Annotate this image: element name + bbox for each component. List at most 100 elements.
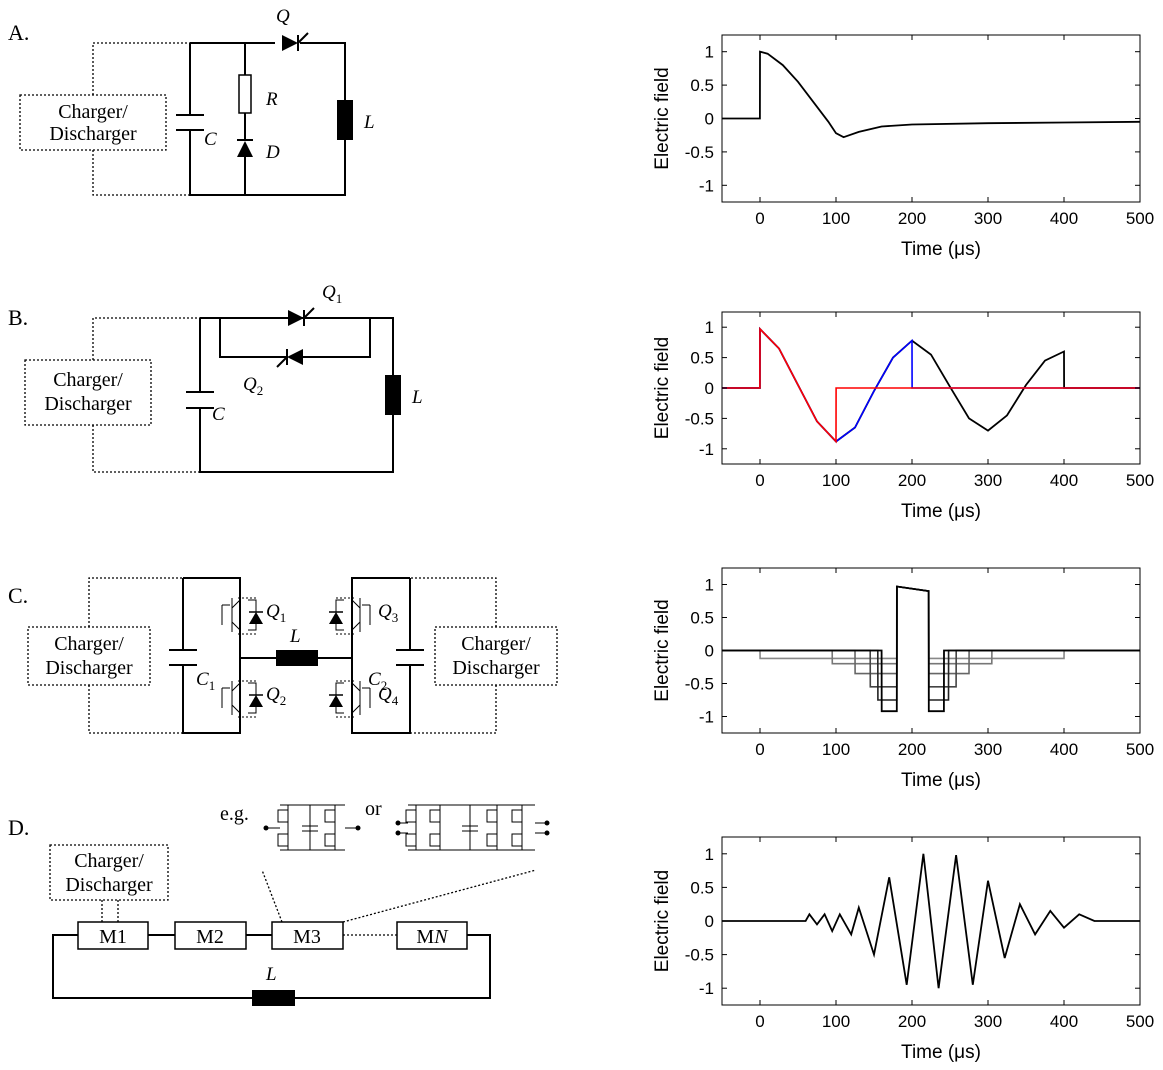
y-axis-label: Electric field [652,870,673,972]
y-tick-label: -1 [699,440,714,459]
inductor-label-d: L [265,964,277,985]
q1-label-b: Q1 [322,282,342,306]
module-mn [396,921,468,950]
x-tick-label: 500 [1126,740,1154,759]
plot-3-series-2 [722,585,1140,665]
inductor-label-c: L [289,626,301,647]
x-tick-label: 300 [974,209,1002,228]
y-tick-label: 1 [705,845,714,864]
half-bridge-inset [263,804,361,851]
charger-box-d [49,844,169,901]
x-tick-label: 200 [898,471,926,490]
full-bridge-inset [395,804,550,851]
x-tick-label: 400 [1050,471,1078,490]
capacitor-c1 [169,649,197,666]
y-tick-label: 0.5 [690,76,714,95]
y-tick-label: -1 [699,176,714,195]
q2-label-c: Q2 [266,684,286,708]
cap-label-b: C [212,404,225,425]
charger-lead-a-bottom [92,150,190,196]
plot-2-series-3 [722,327,1140,444]
cap-label-a: C [204,129,217,150]
x-tick-label: 400 [1050,209,1078,228]
charger-lead-b-top [92,317,200,360]
charger-text-a-2: Discharger [49,123,137,145]
x-tick-label: 200 [898,1012,926,1031]
y-tick-label: 0 [705,110,714,129]
capacitor-b [186,391,214,409]
y-axis-label: Electric field [652,67,673,169]
x-tick-label: 200 [898,740,926,759]
charger-leads-d [101,900,119,922]
x-axis-label: Time (μs) [901,1042,981,1063]
resistor-a [238,74,252,114]
y-tick-label: 0 [705,379,714,398]
x-tick-label: 300 [974,1012,1002,1031]
x-tick-label: 200 [898,209,926,228]
y-tick-label: 1 [705,576,714,595]
panel-b-label: B. [8,305,28,330]
charger-text-a-1: Charger/ [58,101,128,123]
loop-wires-d [52,934,491,999]
plot-4: 0 100 200 300 400 500 1 0.5 0 -0.5 -1 Time (μs) Elec… [652,836,1154,1063]
plot-2-series-2 [722,327,1140,443]
y-tick-label: -1 [699,979,714,998]
module-m1-label: M1 [99,926,127,948]
thyristor-q2 [287,349,303,365]
charger-text-c-right-2: Discharger [452,657,540,679]
inductor-a [337,100,353,140]
y-tick-label: 1 [705,318,714,337]
module-m2-label: M2 [196,926,224,948]
x-tick-label: 400 [1050,1012,1078,1031]
plot-2-series-1 [722,326,1140,443]
or-label: or [365,798,382,820]
panel-b-circuit: B. Charger/ Discharger Q1 Q2 C L [8,282,423,473]
panel-a-label: A. [8,20,29,45]
q3-label-c: Q3 [378,601,398,625]
x-tick-label: 500 [1126,209,1154,228]
igbt-q4 [329,680,371,718]
igbt-q3 [329,597,371,635]
x-tick-label: 300 [974,471,1002,490]
y-tick-label: -0.5 [685,675,714,694]
module-mn-label: MN [416,926,449,948]
q1-label-c: Q1 [266,601,286,625]
x-tick-label: 0 [755,471,764,490]
diode-label-a: D [265,142,280,163]
y-tick-label: 0.5 [690,878,714,897]
resistor-label-a: R [265,89,278,110]
c1-label: C1 [196,669,215,693]
x-tick-label: 0 [755,209,764,228]
module-m3 [271,921,344,950]
inductor-label-a: L [363,112,375,133]
y-tick-label: -1 [699,708,714,727]
thyristor-q1 [288,310,304,326]
charger-leads-c-right [410,577,497,734]
charger-lead-b-bottom [92,425,200,473]
inductor-b [385,375,401,415]
charger-text-d-2: Discharger [65,874,153,896]
y-tick-label: -0.5 [685,409,714,428]
charger-text-d-1: Charger/ [74,850,144,872]
x-tick-label: 100 [822,471,850,490]
charger-text-b-2: Discharger [44,393,132,415]
x-tick-label: 0 [755,1012,764,1031]
inductor-label-b: L [411,387,423,408]
module-m3-label: M3 [293,926,321,948]
x-tick-label: 100 [822,1012,850,1031]
x-tick-label: 100 [822,740,850,759]
charger-text-b-1: Charger/ [53,369,123,391]
module-m2 [174,921,247,950]
plot-2: 0 100 200 300 400 500 1 0.5 0 -0.5 -1 Time (μs) Elec… [652,311,1154,522]
capacitor-a [176,114,204,131]
y-tick-label: 0 [705,642,714,661]
y-tick-label: 0.5 [690,349,714,368]
c2-label: C2 [368,669,387,693]
charger-lead-a-top [92,42,190,95]
y-tick-label: 0 [705,912,714,931]
y-tick-label: 1 [705,43,714,62]
plot-3-series-6 [722,585,1140,713]
bridge-wires-c [239,600,353,700]
